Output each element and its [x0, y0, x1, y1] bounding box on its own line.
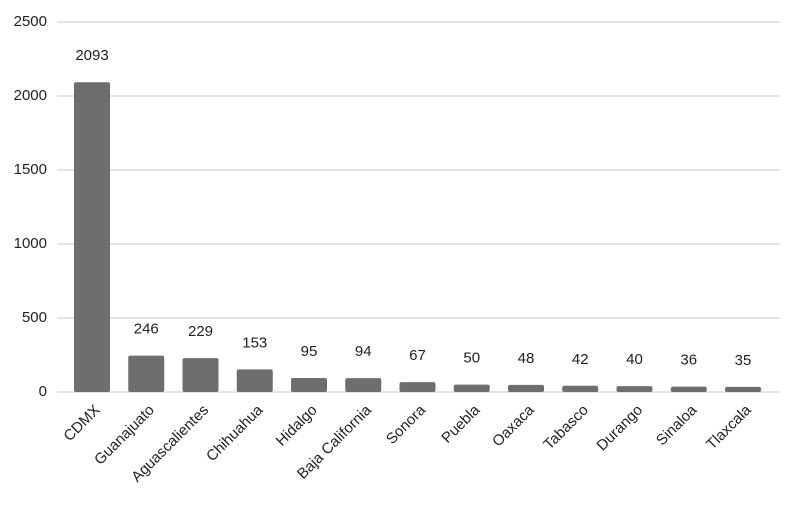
bar [616, 386, 653, 392]
data-label: 67 [409, 347, 426, 364]
y-tick-label: 500 [22, 309, 47, 326]
x-tick-label: Chihuahua [203, 401, 267, 465]
bar [182, 358, 219, 392]
bar [508, 384, 544, 392]
bar [291, 377, 327, 392]
y-tick-label: 0 [39, 383, 47, 400]
bar [128, 355, 165, 392]
x-tick-label: Oaxaca [489, 401, 538, 450]
y-tick-label: 2500 [14, 13, 47, 30]
x-tick-label: Sinaloa [653, 401, 701, 449]
y-tick-label: 2000 [14, 87, 47, 104]
bar [453, 384, 490, 392]
bar [562, 385, 599, 392]
x-tick-label: Durango [593, 402, 646, 455]
data-label: 2093 [75, 47, 108, 64]
x-tick-label: Puebla [438, 401, 484, 447]
bar [236, 369, 273, 392]
data-label: 95 [301, 343, 318, 360]
data-label: 35 [735, 352, 752, 369]
bar [345, 378, 382, 392]
data-label: 246 [134, 321, 159, 338]
bar [725, 386, 761, 392]
data-label: 50 [463, 350, 480, 367]
data-label: 48 [518, 350, 535, 367]
x-tick-label: Tlaxcala [703, 401, 755, 453]
data-label: 42 [572, 351, 589, 368]
data-label: 94 [355, 343, 372, 360]
y-tick-label: 1500 [14, 161, 47, 178]
bar [74, 82, 110, 393]
data-label: 229 [188, 323, 213, 340]
data-label: 40 [626, 351, 643, 368]
x-tick-label: CDMX [60, 402, 103, 445]
data-label: 36 [680, 352, 697, 369]
bar [399, 382, 436, 392]
y-tick-label: 1000 [14, 235, 47, 252]
x-tick-label: Tabasco [540, 402, 592, 454]
bar [670, 386, 707, 392]
data-label: 153 [242, 334, 267, 351]
x-tick-label: Sonora [383, 401, 430, 448]
x-tick-label: Hidalgo [273, 402, 321, 450]
